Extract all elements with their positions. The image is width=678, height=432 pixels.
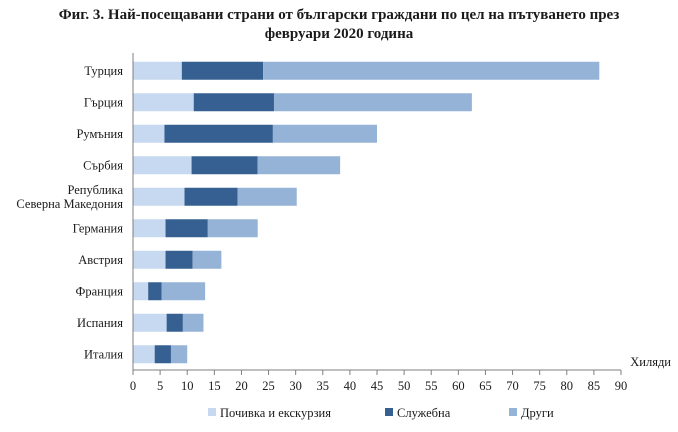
bar-segment-9-series-3 [182,313,204,332]
category-label-9: Испания [77,316,123,330]
bar-segment-2-series-3 [273,93,472,112]
x-tick-label-18: 85 [588,379,601,393]
bar-segment-2-series-1 [133,93,194,112]
bar-segment-6-series-3 [207,219,258,238]
chart-title: Фиг. 3. Най-посещавани страни от българс… [0,6,678,44]
x-tick-label-9: 40 [344,379,357,393]
legend-label-3: Други [521,406,554,420]
category-label-1-line-1: Турция [84,64,123,78]
bar-segment-3-series-2 [164,124,273,143]
bar-segment-1-series-3 [263,61,600,80]
bar-segment-10-series-3 [170,345,188,364]
x-tick-label-1: 0 [130,379,136,393]
category-label-6-line-1: Германия [73,221,124,235]
x-tick-label-8: 35 [317,379,330,393]
chart-title-line-2: февруари 2020 година [264,26,414,42]
category-label-1: Турция [84,64,123,78]
chart-title-line-1: Фиг. 3. Най-посещавани страни от българс… [58,7,620,23]
x-tick-label-6: 25 [262,379,275,393]
category-label-7: Австрия [78,253,123,267]
bar-segment-10-series-2 [154,345,171,364]
bar-segment-9-series-2 [166,313,183,332]
category-label-2-line-1: Гърция [84,95,123,109]
category-label-3: Румъния [76,127,123,141]
x-tick-label-11: 50 [398,379,411,393]
bar-segment-9-series-1 [133,313,167,332]
bar-segment-10-series-1 [133,345,155,364]
x-tick-label-2: 5 [157,379,163,393]
legend-swatch-2 [385,408,393,416]
x-tick-label-15: 70 [506,379,519,393]
x-tick-label-19: 90 [615,379,628,393]
bar-segment-5-series-1 [133,187,185,206]
category-label-6: Германия [73,221,124,235]
bar-segment-5-series-2 [184,187,238,206]
category-label-8-line-1: Франция [76,284,124,298]
bar-segment-6-series-2 [165,219,208,238]
x-tick-label-5: 20 [235,379,248,393]
x-tick-label-4: 15 [208,379,221,393]
bar-segment-2-series-2 [193,93,274,112]
category-label-4: Сърбия [83,158,123,172]
bar-segment-7-series-3 [192,250,222,269]
bar-segment-3-series-1 [133,124,165,143]
bar-segment-8-series-2 [148,282,162,301]
category-label-9-line-1: Испания [77,316,123,330]
category-label-5-line-2: Северна Македония [16,197,123,211]
x-tick-label-17: 80 [561,379,574,393]
category-label-10-line-1: Италия [84,347,123,361]
x-tick-label-3: 10 [181,379,194,393]
bar-segment-4-series-1 [133,156,192,175]
bar-segment-6-series-1 [133,219,166,238]
bar-segment-5-series-3 [237,187,297,206]
category-label-8: Франция [76,284,124,298]
x-tick-label-7: 30 [289,379,302,393]
category-label-5-line-1: Република [67,183,123,197]
category-label-5: Република Северна Македония [16,183,123,211]
category-label-4-line-1: Сърбия [83,158,123,172]
x-tick-label-13: 60 [452,379,465,393]
legend-swatch-1 [208,408,216,416]
bar-segment-4-series-2 [191,156,258,175]
x-tick-label-10: 45 [371,379,384,393]
x-axis-unit: Хиляди [630,355,671,369]
bar-segment-3-series-3 [272,124,377,143]
legend-label-2: Служебна [397,406,451,420]
bar-segment-1-series-2 [181,61,264,80]
category-label-7-line-1: Австрия [78,253,123,267]
category-label-2: Гърция [84,95,123,109]
x-tick-label-16: 75 [533,379,546,393]
x-tick-label-12: 55 [425,379,438,393]
bar-segment-7-series-1 [133,250,166,269]
bar-segment-4-series-3 [257,156,341,175]
legend-swatch-3 [509,408,517,416]
bar-segment-8-series-3 [161,282,206,301]
bar-segment-8-series-1 [133,282,149,301]
legend-label-1: Почивка и екскурзия [220,406,331,420]
category-label-10: Италия [84,347,123,361]
x-tick-label-14: 65 [479,379,492,393]
bar-segment-7-series-2 [165,250,193,269]
category-label-3-line-1: Румъния [76,127,123,141]
bar-segment-1-series-1 [133,61,182,80]
